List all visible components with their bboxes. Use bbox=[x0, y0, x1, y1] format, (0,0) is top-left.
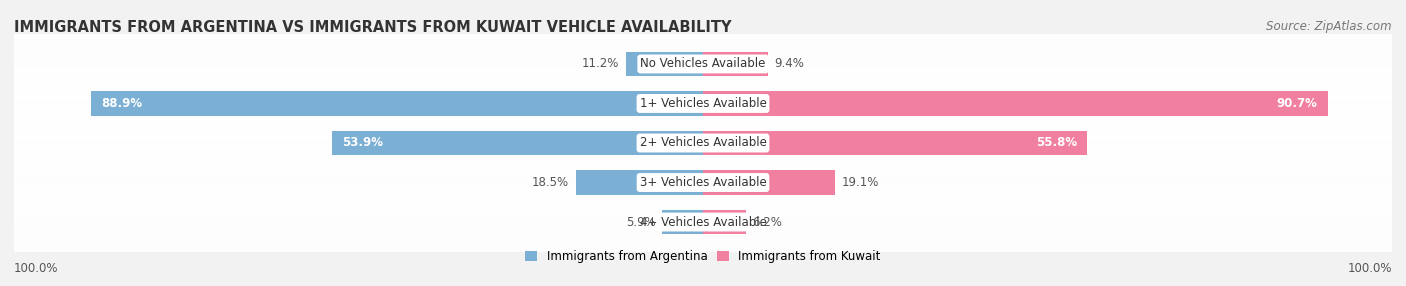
FancyBboxPatch shape bbox=[7, 67, 1399, 140]
Text: No Vehicles Available: No Vehicles Available bbox=[640, 57, 766, 70]
Text: 90.7%: 90.7% bbox=[1277, 97, 1317, 110]
Text: 100.0%: 100.0% bbox=[14, 262, 59, 275]
Text: 18.5%: 18.5% bbox=[531, 176, 568, 189]
Legend: Immigrants from Argentina, Immigrants from Kuwait: Immigrants from Argentina, Immigrants fr… bbox=[526, 250, 880, 263]
Bar bbox=[575, 170, 703, 195]
Text: 55.8%: 55.8% bbox=[1036, 136, 1077, 150]
FancyBboxPatch shape bbox=[7, 186, 1399, 258]
Bar bbox=[90, 91, 703, 116]
FancyBboxPatch shape bbox=[7, 146, 1399, 219]
Text: 5.9%: 5.9% bbox=[626, 216, 655, 229]
Bar bbox=[703, 52, 768, 76]
Text: 2+ Vehicles Available: 2+ Vehicles Available bbox=[640, 136, 766, 150]
Bar bbox=[703, 210, 745, 234]
Bar bbox=[332, 131, 703, 155]
FancyBboxPatch shape bbox=[7, 28, 1399, 100]
Text: 9.4%: 9.4% bbox=[775, 57, 804, 70]
Bar bbox=[703, 91, 1327, 116]
Text: 3+ Vehicles Available: 3+ Vehicles Available bbox=[640, 176, 766, 189]
Text: 100.0%: 100.0% bbox=[1347, 262, 1392, 275]
Text: 88.9%: 88.9% bbox=[101, 97, 142, 110]
Text: 4+ Vehicles Available: 4+ Vehicles Available bbox=[640, 216, 766, 229]
Text: 11.2%: 11.2% bbox=[582, 57, 619, 70]
Text: IMMIGRANTS FROM ARGENTINA VS IMMIGRANTS FROM KUWAIT VEHICLE AVAILABILITY: IMMIGRANTS FROM ARGENTINA VS IMMIGRANTS … bbox=[14, 20, 731, 35]
Bar bbox=[662, 210, 703, 234]
Bar bbox=[703, 131, 1087, 155]
Text: 19.1%: 19.1% bbox=[841, 176, 879, 189]
Bar bbox=[703, 170, 835, 195]
Text: 1+ Vehicles Available: 1+ Vehicles Available bbox=[640, 97, 766, 110]
Text: 6.2%: 6.2% bbox=[752, 216, 783, 229]
Text: Source: ZipAtlas.com: Source: ZipAtlas.com bbox=[1267, 20, 1392, 33]
FancyBboxPatch shape bbox=[7, 107, 1399, 179]
Bar bbox=[626, 52, 703, 76]
Text: 53.9%: 53.9% bbox=[342, 136, 382, 150]
